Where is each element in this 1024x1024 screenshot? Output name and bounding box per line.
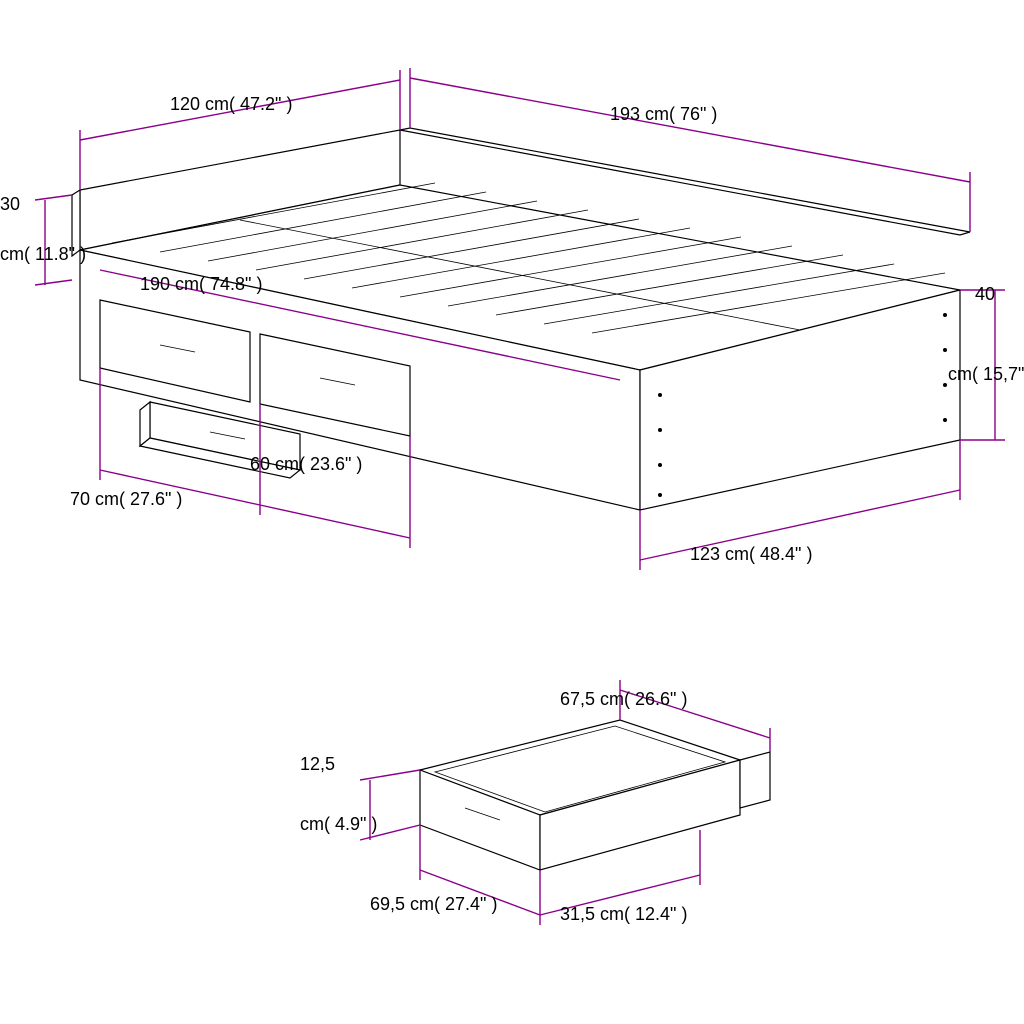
dim-bed-inner-length: 190 cm( 74.8" ) [140,274,262,294]
dim-drawer-front: 31,5 cm( 12.4" ) [560,904,687,924]
dim-bed-drawer-gap: 70 cm( 27.6" ) [70,489,182,509]
dim-bed-top-length: 193 cm( 76" ) [610,104,717,124]
dim-bed-drawer-width: 60 cm( 23.6" ) [250,454,362,474]
dim-drawer-height-a: 12,5 [300,754,335,774]
dim-bed-head-height-b: cm( 11.8" ) [0,244,86,264]
dim-bed-foot-width: 123 cm( 48.4" ) [690,544,812,564]
dim-drawer-depth: 69,5 cm( 27.4" ) [370,894,497,914]
dim-bed-top-width: 120 cm( 47.2" ) [170,94,292,114]
dim-drawer-height-b: cm( 4.9" ) [300,814,377,834]
dim-drawer-width: 67,5 cm( 26.6" ) [560,689,687,709]
dim-bed-side-height-a: 40 [975,284,995,304]
dim-bed-side-height-b: cm( 15,7" ) [948,364,1024,384]
dim-bed-head-height-a: 30 [0,194,20,214]
